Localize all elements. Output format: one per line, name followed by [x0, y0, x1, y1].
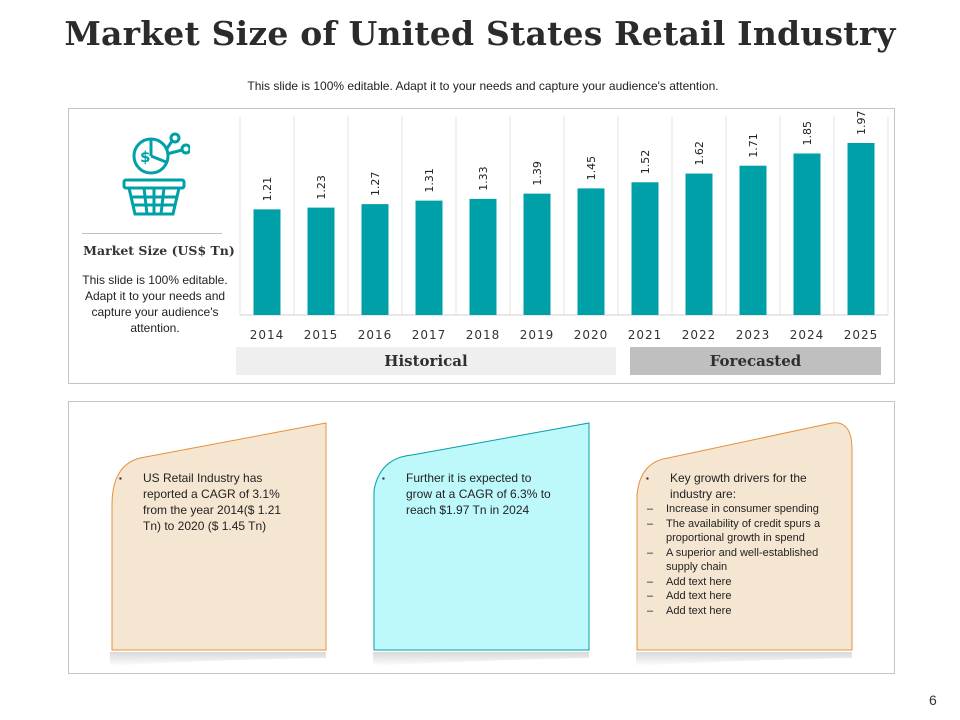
bar-2017	[415, 200, 443, 315]
card-3-text: Key growth drivers for the industry are:	[670, 471, 807, 501]
x-tick-2018: 2018	[466, 328, 501, 342]
historical-band: Historical	[236, 347, 616, 375]
list-item: – A superior and well-established supply …	[647, 546, 819, 574]
value-label-2019: 1.39	[531, 161, 544, 186]
value-label-2014: 1.21	[261, 177, 274, 202]
x-tick-2021: 2021	[628, 328, 663, 342]
bar-2018	[469, 198, 497, 315]
card-1-shape	[111, 422, 327, 651]
list-item: – Increase in consumer spending	[647, 503, 819, 515]
x-tick-2017: 2017	[412, 328, 447, 342]
list-item: – Add text here	[647, 590, 732, 602]
bar-2014	[253, 209, 281, 315]
card-3-list: – Increase in consumer spending – The avai…	[647, 502, 847, 618]
x-tick-2025: 2025	[844, 328, 879, 342]
x-tick-2022: 2022	[682, 328, 717, 342]
value-label-2020: 1.45	[585, 156, 598, 181]
x-tick-2016: 2016	[358, 328, 393, 342]
card-1-text: US Retail Industry has reported a CAGR o…	[143, 471, 282, 533]
value-label-2021: 1.52	[639, 150, 652, 175]
value-label-2015: 1.23	[315, 175, 328, 200]
bar-2022	[685, 173, 713, 315]
value-label-2017: 1.31	[423, 168, 436, 193]
card-3-shadow	[636, 652, 852, 666]
page-subtitle: This slide is 100% editable. Adapt it to…	[247, 79, 719, 93]
list-item: – Add text here	[647, 575, 732, 588]
card-3-bullet: ▪	[646, 474, 649, 483]
value-label-2016: 1.27	[369, 172, 382, 197]
card-1-shadow	[110, 652, 326, 666]
value-label-2024: 1.85	[801, 121, 814, 146]
bar-2024	[793, 153, 821, 315]
list-item: – The availability of credit spurs a prop…	[647, 517, 821, 545]
x-tick-2014: 2014	[250, 328, 285, 342]
value-label-2023: 1.71	[747, 133, 760, 158]
kpi-divider	[82, 233, 222, 234]
value-label-2025: 1.97	[855, 111, 868, 136]
bar-2021	[631, 182, 659, 315]
value-label-2018: 1.33	[477, 166, 490, 191]
x-tick-2023: 2023	[736, 328, 771, 342]
card-2-text: Further it is expected to grow at a CAGR…	[406, 471, 551, 517]
x-tick-2024: 2024	[790, 328, 825, 342]
page-number: 6	[929, 692, 937, 708]
card-2-shape	[373, 422, 590, 651]
card-1-bullet: ▪	[119, 474, 122, 483]
x-tick-2019: 2019	[520, 328, 555, 342]
kpi-description: This slide is 100% editable. Adapt it to…	[82, 273, 228, 335]
bar-2016	[361, 204, 389, 315]
card-2-bullet: ▪	[382, 474, 385, 483]
kpi-label: Market Size (US$ Tn)	[83, 243, 235, 258]
bar-2015	[307, 207, 335, 315]
bar-2019	[523, 193, 551, 315]
list-item: – Add text here	[647, 604, 732, 617]
page-title: Market Size of United States Retail Indu…	[64, 14, 896, 53]
basket-chart-icon: $	[120, 130, 192, 220]
bar-2020	[577, 188, 605, 315]
card-2-shadow	[373, 652, 589, 666]
x-tick-2020: 2020	[574, 328, 609, 342]
x-tick-2015: 2015	[304, 328, 339, 342]
value-label-2022: 1.62	[693, 141, 706, 166]
card-3-shape	[636, 422, 853, 651]
bar-2023	[739, 165, 767, 315]
svg-text:$: $	[140, 148, 150, 166]
forecasted-band: Forecasted	[630, 347, 881, 375]
bar-2025	[847, 143, 875, 315]
